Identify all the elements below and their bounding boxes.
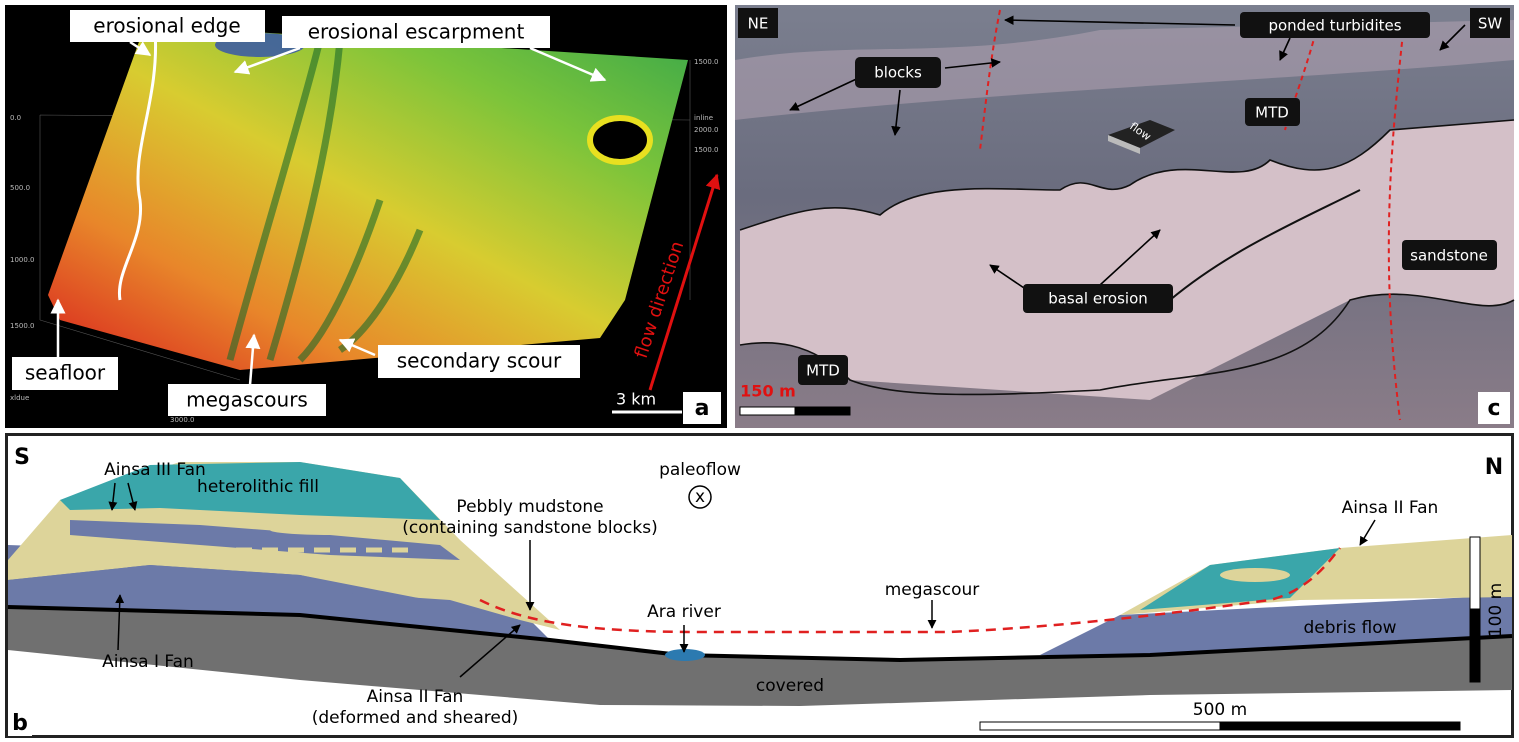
label: megascours (186, 388, 308, 412)
figure: 0.0 500.0 1000.0 1500.0 1500.0 2000.0 15… (0, 0, 1519, 742)
panel-letter: c (1487, 396, 1500, 421)
scale-label: 3 km (616, 390, 656, 409)
axis-label: 1500.0 (694, 146, 719, 154)
label: erosional edge (93, 14, 240, 38)
label: seafloor (25, 361, 106, 385)
label: Ainsa II Fan (1342, 498, 1439, 518)
scale-bar (1470, 537, 1480, 609)
axis-label: 500.0 (10, 184, 30, 192)
scale-bar (795, 407, 850, 415)
scale-label: 500 m (1193, 700, 1247, 720)
label: Pebbly mudstone (456, 497, 603, 517)
label: x (695, 487, 705, 507)
label: ponded turbidites (1268, 17, 1401, 35)
label: heterolithic fill (197, 477, 319, 497)
label: debris flow (1303, 618, 1396, 638)
label: blocks (874, 64, 922, 82)
label: sandstone (1410, 247, 1488, 265)
label: megascour (885, 580, 980, 600)
axis-label: 0.0 (10, 114, 21, 122)
label: N (1485, 455, 1503, 480)
label: secondary scour (397, 349, 562, 373)
scale-bar (1220, 722, 1460, 730)
label: (deformed and sheared) (312, 708, 519, 728)
label: covered (756, 676, 824, 696)
panel-letter: b (12, 711, 28, 736)
label: basal erosion (1048, 290, 1148, 308)
panel-a: 0.0 500.0 1000.0 1500.0 1500.0 2000.0 15… (5, 5, 727, 428)
crater (590, 118, 650, 162)
label: MTD (1255, 104, 1289, 122)
scale-bar (740, 407, 795, 415)
axis-label: xldue (10, 394, 29, 402)
sand-lens (1220, 568, 1290, 582)
label: SW (1478, 15, 1503, 33)
sand-lens (270, 525, 390, 535)
scale-bar (980, 722, 1220, 730)
panel-b: S N Ainsa III Fan heterolithic fill Pebb… (7, 435, 1513, 737)
panel-c: flow NE SW ponded turbidites blocks MTD … (735, 5, 1514, 428)
label: erosional escarpment (308, 20, 525, 44)
label: Ainsa I Fan (102, 652, 194, 672)
scale-label: 150 m (740, 382, 796, 401)
axis-label: inline (694, 114, 713, 122)
axis-label: 1500.0 (10, 322, 35, 330)
label: Ainsa III Fan (104, 460, 206, 480)
axis-label: 1000.0 (10, 256, 35, 264)
label: NE (748, 15, 769, 33)
river (665, 649, 705, 661)
axis-label: 3000.0 (170, 416, 195, 424)
axis-label: 1500.0 (694, 58, 719, 66)
panel-letter: a (695, 396, 710, 421)
scale-bar (1470, 609, 1480, 682)
label: Ara river (647, 602, 721, 622)
body: 0.0 500.0 1000.0 1500.0 1500.0 2000.0 15… (0, 0, 1519, 742)
label: S (14, 445, 30, 470)
scale-label: 100 m (1486, 583, 1506, 637)
label: paleoflow (659, 460, 741, 480)
label: MTD (806, 362, 840, 380)
label: Ainsa II Fan (367, 687, 464, 707)
page: Megascour figure {"panel_a":{"letter":"a… (0, 0, 1519, 742)
label: (containing sandstone blocks) (402, 518, 657, 538)
axis-label: 2000.0 (694, 126, 719, 134)
